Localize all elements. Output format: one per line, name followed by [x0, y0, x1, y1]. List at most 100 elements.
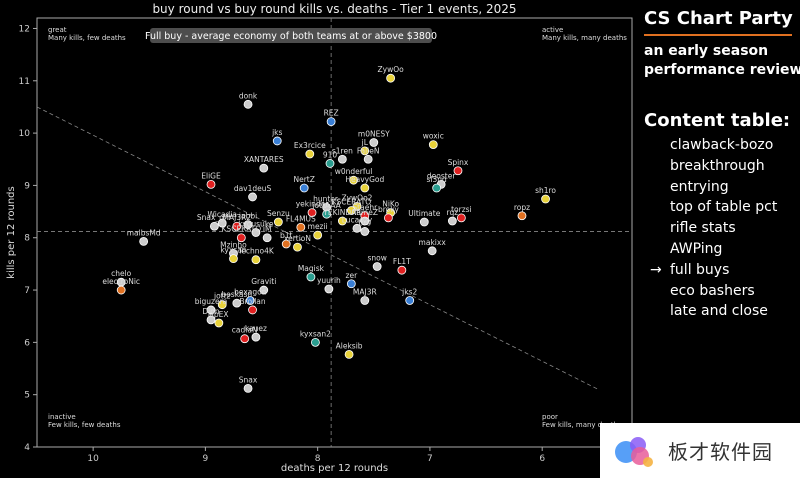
toc-item[interactable]: eco bashers: [670, 282, 755, 299]
point-label: jottz: [213, 292, 231, 301]
corner-top-right-title: active: [542, 26, 563, 34]
data-point: [432, 183, 442, 193]
watermark-text: 板才软件园: [668, 440, 773, 464]
sidebar-title: CS Chart Party: [644, 8, 793, 29]
sidebar-subtitle: an early season performance review: [644, 42, 800, 80]
y-tick-label: 8: [24, 234, 30, 244]
data-point: [360, 183, 370, 193]
data-point: [349, 175, 358, 185]
point-label: NertZ: [293, 175, 314, 184]
y-tick-label: 11: [19, 77, 30, 87]
data-point: [363, 154, 373, 164]
point-label: ZywOo2: [341, 193, 372, 202]
corner-bottom-left-desc: Few kills, few deaths: [48, 421, 121, 429]
point-label: HeavyGod: [345, 175, 384, 184]
data-point: [214, 318, 224, 328]
data-point: [217, 218, 227, 228]
toc-heading: Content table:: [644, 110, 791, 131]
data-point: [447, 216, 457, 226]
toc-item[interactable]: top of table pct: [670, 199, 778, 216]
point-label: boskasn: [221, 290, 252, 299]
point-label: jottAAA: [311, 201, 341, 210]
point-label: KSCERATO: [332, 198, 372, 207]
point-label: ropz: [514, 203, 530, 212]
toc-item[interactable]: clawback-bozo: [670, 137, 774, 153]
point-label: s1ren: [332, 146, 353, 155]
y-axis-label: kills per 12 rounds: [6, 186, 17, 278]
point-label: zer: [346, 271, 359, 280]
point-label: NiKo: [382, 200, 399, 209]
y-tick-label: 4: [24, 443, 30, 453]
corner-top-left-desc: Many kills, few deaths: [48, 34, 126, 42]
toc-item[interactable]: breakthrough: [670, 157, 765, 174]
point-label: FalleN: [357, 146, 380, 155]
point-label: makixx: [419, 238, 447, 247]
toc-item[interactable]: entrying: [670, 178, 729, 195]
data-point: [232, 221, 242, 231]
data-point: [262, 233, 272, 243]
toc-item[interactable]: rifle stats: [670, 220, 736, 237]
point-label: cadiaN: [232, 326, 258, 335]
toc-item-active[interactable]: → full buys: [650, 260, 777, 281]
x-tick-label: 7: [427, 454, 433, 464]
data-point: [281, 239, 291, 249]
data-point: [251, 228, 261, 237]
point-label: jL: [361, 138, 369, 147]
data-point: [313, 230, 323, 240]
data-point: [326, 117, 336, 126]
chart-title: buy round vs buy round kills vs. deaths …: [152, 2, 516, 16]
data-point: [344, 349, 354, 359]
point-label: b1t: [280, 231, 293, 240]
toc-item[interactable]: AWPing: [670, 240, 723, 257]
point-label: Lucaozy: [342, 215, 373, 224]
y-tick-label: 10: [19, 129, 31, 139]
point-label: kyxsan2: [300, 329, 331, 338]
data-point: [273, 217, 283, 227]
toc-item[interactable]: late and close: [670, 303, 768, 320]
data-point: [296, 222, 306, 232]
data-point: [360, 227, 370, 236]
current-arrow-icon: →: [650, 261, 662, 278]
data-point: [541, 194, 550, 204]
y-tick-label: 5: [24, 391, 30, 401]
data-point: [251, 255, 261, 265]
data-point: [397, 265, 407, 275]
data-point: [372, 262, 382, 271]
point-label: EliGE: [201, 171, 221, 180]
point-label: Djon: [202, 307, 219, 316]
point-label: donk: [239, 91, 258, 100]
corner-bottom-right-title: poor: [542, 413, 558, 421]
point-label: Spinx: [448, 158, 469, 167]
data-point: [517, 211, 527, 221]
point-label: m0NESY: [358, 130, 390, 139]
data-point: [453, 166, 463, 176]
data-point: [346, 206, 356, 215]
sidebar: CS Chart Party an early season performan…: [638, 0, 800, 478]
point-label: dav1deuS: [234, 184, 272, 193]
logo-icon: [615, 437, 653, 467]
data-point: [456, 213, 466, 223]
toc-list: clawback-bozo breakthrough entrying top …: [650, 135, 778, 322]
data-point: [240, 334, 250, 344]
data-point: [229, 254, 238, 264]
point-label: biguzera: [195, 297, 228, 306]
data-point: [428, 140, 438, 150]
point-label: snow: [367, 254, 386, 263]
point-label: MAJ3R2: [223, 213, 252, 222]
data-point: [307, 208, 317, 218]
point-label: Snax: [239, 375, 258, 384]
point-label: woxic: [423, 132, 444, 141]
data-point: [248, 192, 257, 202]
data-point: [209, 221, 219, 231]
data-point: [299, 183, 309, 193]
subtitle-line-1: an early season: [644, 43, 769, 59]
data-point: [248, 305, 257, 315]
data-point: [325, 159, 335, 168]
data-point: [360, 146, 370, 156]
y-tick-label: 9: [24, 181, 30, 191]
data-point: [232, 298, 242, 308]
point-label: Magisk: [298, 264, 325, 273]
point-label: xertioN: [284, 234, 311, 243]
data-point: [360, 296, 370, 305]
